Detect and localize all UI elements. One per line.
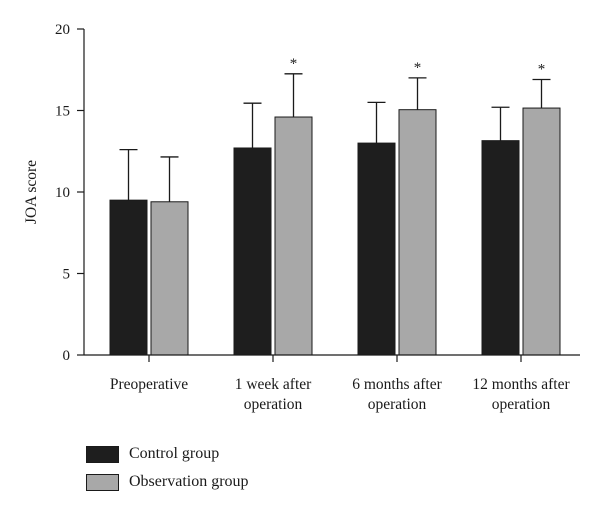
x-tick-label-0: Preoperative xyxy=(110,376,188,393)
bar-control-2 xyxy=(357,142,396,356)
legend-swatch-observation xyxy=(86,473,119,491)
bar-chart: Preoperative * 1 week after operation * 6 mon… xyxy=(23,22,580,413)
y-tick-label-20: 20 xyxy=(55,22,70,38)
legend: Control group Observation group xyxy=(86,440,249,496)
bar-observation-1 xyxy=(274,116,313,356)
y-tick-label-5: 5 xyxy=(63,267,71,283)
bar-observation-3 xyxy=(522,107,561,356)
bar-observation-0 xyxy=(150,201,189,356)
significance-marker-2: * xyxy=(414,60,422,76)
y-axis-label: JOA score xyxy=(23,160,40,224)
bar-control-3 xyxy=(481,140,520,356)
x-tick-label-2: 6 months after operation xyxy=(352,376,442,413)
bar-control-0 xyxy=(109,199,148,356)
legend-label-control: Control group xyxy=(129,445,220,462)
significance-marker-1: * xyxy=(290,56,298,72)
legend-item-observation: Observation group xyxy=(86,468,249,496)
significance-marker-3: * xyxy=(538,62,546,78)
y-tick-label-0: 0 xyxy=(63,348,71,364)
bar-observation-2 xyxy=(398,109,437,356)
bar-control-1 xyxy=(233,147,272,356)
y-tick-label-10: 10 xyxy=(55,185,70,201)
legend-item-control: Control group xyxy=(86,440,249,468)
y-tick-label-15: 15 xyxy=(55,104,70,120)
legend-label-observation: Observation group xyxy=(129,473,249,490)
legend-swatch-control xyxy=(86,445,119,463)
x-tick-label-3: 12 months after operation xyxy=(472,376,570,413)
x-tick-label-1: 1 week after operation xyxy=(235,376,312,413)
